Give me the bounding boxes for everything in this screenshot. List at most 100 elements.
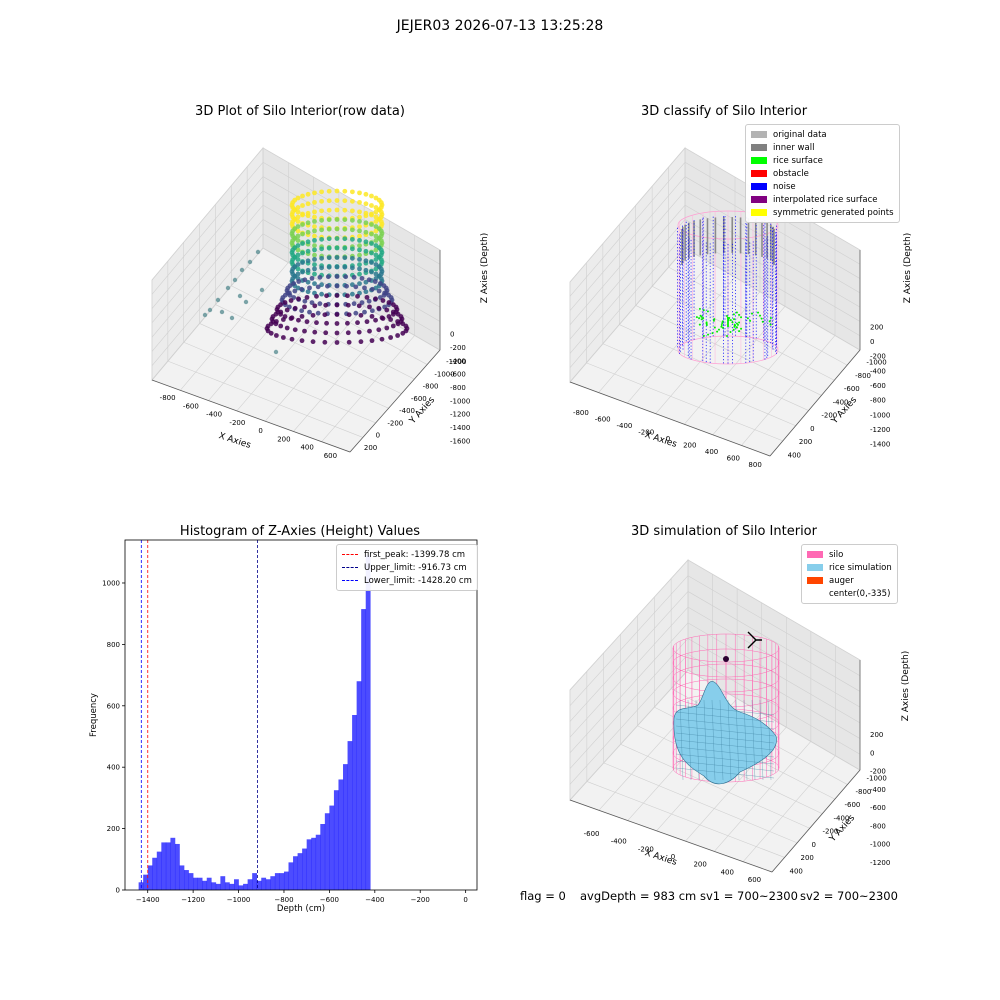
y-tick-label: 400 <box>790 867 803 875</box>
panel1-data-points <box>202 188 410 355</box>
data-point <box>334 274 340 279</box>
y-tick-label: -800 <box>856 788 872 796</box>
data-point <box>229 315 235 321</box>
legend-label: center(0,-335) <box>829 588 891 599</box>
surface-mesh-line <box>743 699 748 781</box>
data-point <box>353 284 359 290</box>
y-tick-label: 800 <box>107 641 120 649</box>
z-tick-label: -1400 <box>450 424 470 432</box>
histogram-bar <box>238 885 244 890</box>
data-point <box>334 245 340 251</box>
z-tick-label: -800 <box>450 384 466 392</box>
y-tick-label: -600 <box>845 801 861 809</box>
panel4-z-label: Z Axies (Depth) <box>901 651 911 722</box>
data-point <box>349 255 355 261</box>
rice-surface-point <box>727 319 730 322</box>
grid-line <box>151 147 264 281</box>
histogram-bar <box>306 839 312 890</box>
data-point <box>373 296 378 302</box>
panel1-y-ticks: 200 0 -200 -400 -600 -800 -1000 -1200 <box>364 358 467 452</box>
y-tick-label: 200 <box>107 825 120 833</box>
data-point <box>357 224 362 230</box>
data-point <box>317 274 323 280</box>
z-tick-label: -600 <box>870 804 886 812</box>
rice-surface <box>673 681 777 785</box>
data-point <box>342 207 348 213</box>
legend-label: noise <box>773 181 796 192</box>
grid-line <box>569 591 689 722</box>
z-tick-label: 0 <box>870 749 874 757</box>
surface-mesh-line <box>675 732 775 744</box>
y-tick-label: 400 <box>107 764 120 772</box>
rice-surface-point <box>705 323 708 326</box>
data-point <box>273 311 279 317</box>
z-tick-label: -1600 <box>450 437 470 445</box>
grid-line <box>569 176 686 311</box>
data-point <box>295 262 301 267</box>
x-tick-label: -600 <box>183 402 199 410</box>
panel2-z-ticks: 200 0 -200 -400 -600 -800 -1000 -1200 -1400 <box>870 323 890 448</box>
z-tick-label: -1200 <box>450 411 470 419</box>
data-point <box>225 285 231 291</box>
histogram-bar <box>293 856 298 890</box>
grid-line <box>569 147 686 283</box>
surface-mesh-line <box>675 725 775 737</box>
grid-line <box>569 638 689 769</box>
data-point <box>378 209 384 215</box>
data-point <box>280 317 286 322</box>
y-tick-label: 400 <box>788 451 801 459</box>
data-point <box>299 313 305 319</box>
grid-line <box>569 559 689 691</box>
y-tick-label: -1000 <box>434 370 454 378</box>
data-point <box>305 289 311 295</box>
panel1-z-ticks: 0 -200 -400 -600 -800 -1000 -1200 -1400 -1600 <box>450 331 470 446</box>
histogram-frame <box>124 539 478 891</box>
panel3-title: Histogram of Z-Axies (Height) Values <box>179 524 421 539</box>
panel4-x-ticks: -600 -400 -200 0 200 400 600 <box>584 830 761 884</box>
y-tick-label: 200 <box>801 854 814 862</box>
data-point <box>305 220 311 226</box>
grid-line <box>569 606 689 738</box>
y-tick-label: -1200 <box>446 358 466 366</box>
data-point <box>345 320 350 326</box>
grid-line <box>151 190 264 324</box>
data-point <box>319 236 325 242</box>
data-point <box>237 293 243 299</box>
status-sv2: sv2 = 700~2300 <box>800 889 898 903</box>
x-tick-label: −1400 <box>136 896 160 904</box>
data-point <box>295 205 301 210</box>
grid-line <box>569 219 686 354</box>
grid-line <box>619 324 809 411</box>
auger-marker <box>747 631 762 641</box>
legend-item-original-data: original data <box>751 128 894 141</box>
data-point <box>312 228 317 234</box>
data-point <box>343 274 349 280</box>
histogram-bar <box>197 877 203 890</box>
y-axis-line <box>771 769 861 873</box>
y-tick-label: -1000 <box>867 775 887 783</box>
grid-line <box>684 306 786 425</box>
data-point <box>363 220 369 226</box>
x-tick-label: -400 <box>206 411 222 419</box>
data-point <box>232 277 238 283</box>
data-point <box>334 188 340 194</box>
data-point <box>326 264 332 270</box>
x-tick-label: -200 <box>229 419 245 427</box>
legend-label: rice surface <box>773 155 823 166</box>
rice-surface-point <box>707 333 710 336</box>
rice-surface-point <box>727 321 729 323</box>
data-point <box>289 315 295 321</box>
data-point <box>377 281 383 286</box>
data-point <box>357 199 362 205</box>
grid-line <box>586 781 785 858</box>
data-point <box>373 285 379 291</box>
surface-mesh-line <box>675 704 775 716</box>
panel2-3d-scatter: -800 -600 -400 -200 0 200 400 600 800 400 200 0 -20… <box>569 146 913 469</box>
data-point <box>400 330 406 336</box>
status-avg-depth: avgDepth = 983 cm <box>580 889 697 903</box>
data-point <box>312 252 317 258</box>
data-point <box>334 226 340 232</box>
x-tick-label: −1000 <box>227 896 251 904</box>
x-axis-line <box>569 381 771 457</box>
data-point <box>312 303 318 309</box>
